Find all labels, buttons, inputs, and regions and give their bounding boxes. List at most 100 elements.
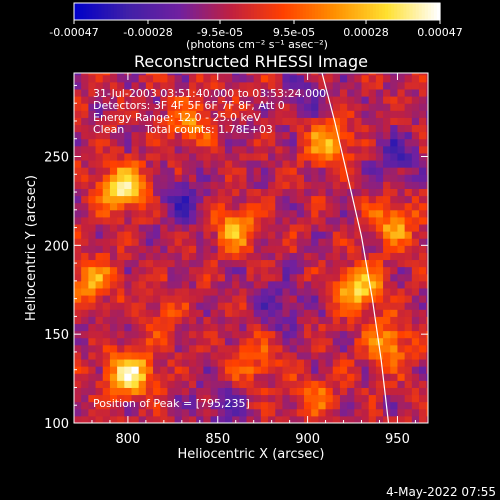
heatmap-cell bbox=[311, 96, 319, 104]
heatmap-cell bbox=[153, 124, 161, 133]
heatmap-cell bbox=[268, 316, 276, 325]
colorbar-cell bbox=[223, 3, 228, 20]
heatmap-cell bbox=[224, 401, 233, 410]
heatmap-cell bbox=[131, 202, 140, 211]
heatmap-cell bbox=[375, 359, 384, 367]
heatmap-cell bbox=[160, 366, 168, 374]
heatmap-cell bbox=[239, 81, 248, 90]
heatmap-cell bbox=[203, 110, 212, 118]
heatmap-cell bbox=[253, 238, 262, 246]
heatmap-cell bbox=[275, 103, 283, 111]
heatmap-cell bbox=[174, 252, 183, 261]
heatmap-cell bbox=[268, 302, 276, 310]
heatmap-cell bbox=[361, 138, 370, 147]
heatmap-cell bbox=[131, 124, 140, 133]
heatmap-cell bbox=[224, 408, 233, 417]
y-tick-label: 200 bbox=[44, 239, 69, 254]
heatmap-cell bbox=[375, 81, 384, 90]
heatmap-cell bbox=[311, 280, 319, 289]
heatmap-cell bbox=[189, 351, 197, 360]
heatmap-cell bbox=[196, 273, 204, 282]
heatmap-cell bbox=[268, 287, 276, 296]
heatmap-cell bbox=[174, 401, 183, 410]
heatmap-cell bbox=[332, 415, 341, 423]
heatmap-cell bbox=[325, 131, 334, 140]
heatmap-cell bbox=[239, 209, 248, 218]
heatmap-cell bbox=[181, 380, 190, 388]
heatmap-cell bbox=[145, 408, 154, 417]
heatmap-cell bbox=[426, 209, 428, 218]
colorbar-cell bbox=[144, 3, 148, 20]
heatmap-cell bbox=[397, 117, 406, 126]
heatmap-cell bbox=[426, 238, 428, 246]
heatmap-cell bbox=[189, 81, 197, 90]
heatmap-cell bbox=[311, 408, 319, 417]
heatmap-cell bbox=[311, 88, 319, 97]
heatmap-cell bbox=[102, 181, 111, 189]
heatmap-cell bbox=[88, 160, 97, 168]
heatmap-cell bbox=[102, 287, 111, 296]
heatmap-cell bbox=[397, 81, 406, 90]
heatmap-cell bbox=[383, 302, 391, 310]
heatmap-cell bbox=[189, 224, 197, 232]
heatmap-cell bbox=[138, 209, 147, 218]
heatmap-cell bbox=[81, 188, 89, 197]
heatmap-cell bbox=[339, 96, 348, 104]
heatmap-cell bbox=[282, 216, 291, 225]
heatmap-cell bbox=[224, 124, 233, 133]
heatmap-cell bbox=[282, 152, 291, 161]
heatmap-cell bbox=[102, 96, 111, 104]
heatmap-cell bbox=[167, 245, 176, 253]
heatmap-cell bbox=[102, 224, 111, 232]
heatmap-cell bbox=[375, 160, 384, 168]
heatmap-cell bbox=[109, 351, 118, 360]
heatmap-cell bbox=[95, 103, 104, 111]
heatmap-cell bbox=[375, 74, 384, 83]
heatmap-cell bbox=[232, 202, 240, 211]
heatmap-cell bbox=[217, 174, 226, 182]
heatmap-cell bbox=[390, 96, 398, 104]
heatmap-cell bbox=[109, 387, 118, 396]
heatmap-cell bbox=[138, 394, 147, 403]
heatmap-cell bbox=[296, 344, 305, 353]
heatmap-cell bbox=[203, 252, 212, 261]
heatmap-cell bbox=[361, 287, 370, 296]
heatmap-cell bbox=[232, 188, 240, 197]
heatmap-cell bbox=[174, 316, 183, 325]
heatmap-cell bbox=[275, 160, 283, 168]
heatmap-cell bbox=[404, 238, 413, 246]
heatmap-cell bbox=[361, 366, 370, 374]
heatmap-cell bbox=[81, 110, 89, 118]
heatmap-cell bbox=[167, 330, 176, 339]
heatmap-cell bbox=[203, 188, 212, 197]
heatmap-cell bbox=[203, 238, 212, 246]
heatmap-cell bbox=[296, 138, 305, 147]
heatmap-cell bbox=[246, 209, 255, 218]
heatmap-cell bbox=[239, 181, 248, 189]
heatmap-cell bbox=[361, 231, 370, 239]
colorbar-cell bbox=[263, 3, 267, 20]
heatmap-cell bbox=[375, 394, 384, 403]
heatmap-cell bbox=[275, 74, 283, 83]
heatmap-cell bbox=[239, 344, 248, 353]
heatmap-cell bbox=[411, 138, 420, 147]
heatmap-cell bbox=[311, 309, 319, 317]
heatmap-cell bbox=[145, 231, 154, 239]
heatmap-cell bbox=[196, 96, 204, 104]
heatmap-cell bbox=[138, 344, 147, 353]
heatmap-cell bbox=[145, 152, 154, 161]
heatmap-cell bbox=[390, 202, 398, 211]
colorbar-cell bbox=[354, 3, 359, 20]
colorbar-cell bbox=[388, 3, 392, 20]
heatmap-cell bbox=[354, 287, 363, 296]
heatmap-cell bbox=[304, 252, 312, 261]
heatmap-cell bbox=[383, 103, 391, 111]
heatmap-cell bbox=[74, 337, 82, 346]
heatmap-cell bbox=[419, 209, 427, 218]
heatmap-cell bbox=[253, 245, 262, 253]
heatmap-cell bbox=[332, 231, 341, 239]
heatmap-cell bbox=[145, 252, 154, 261]
heatmap-cell bbox=[347, 259, 355, 268]
heatmap-cell bbox=[117, 359, 125, 367]
heatmap-cell bbox=[304, 323, 312, 332]
